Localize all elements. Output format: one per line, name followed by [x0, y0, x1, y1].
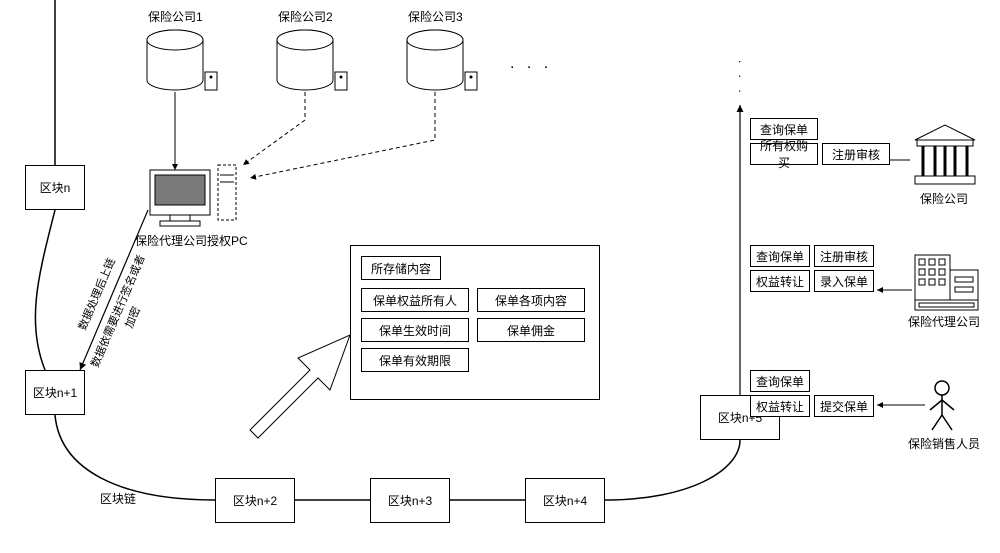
company2-label: 保险公司2	[278, 8, 333, 25]
db3-icon	[407, 30, 477, 90]
ellipsis: . . .	[510, 55, 552, 73]
act-agent-2: 权益转让	[750, 270, 810, 292]
act-sales-1: 权益转让	[750, 395, 810, 417]
pc-label: 保险代理公司授权PC	[135, 232, 248, 249]
actor-sales-label: 保险销售人员	[908, 435, 980, 452]
pc-icon	[150, 165, 236, 226]
building-icon	[915, 125, 975, 184]
blockchain-label: 区块链	[100, 490, 136, 507]
storage-item-0: 保单权益所有人	[361, 288, 469, 312]
block-n1: 区块n+1	[25, 370, 85, 415]
person-icon	[930, 381, 954, 430]
act-agent-1: 注册审核	[814, 245, 874, 267]
storage-item-3: 保单佣金	[477, 318, 585, 342]
actor-company-label: 保险公司	[920, 190, 968, 207]
office-icon	[915, 255, 978, 310]
act-company-2: 注册审核	[822, 143, 890, 165]
block-n: 区块n	[25, 165, 85, 210]
act-agent-3: 录入保单	[814, 270, 874, 292]
act-company-1: 所有权购买	[750, 143, 818, 165]
storage-title: 所存储内容	[361, 256, 441, 280]
block-n4: 区块n+4	[525, 478, 605, 523]
vertical-dots: . . .	[736, 60, 750, 97]
storage-panel: 所存储内容 保单权益所有人 保单各项内容 保单生效时间 保单佣金 保单有效期限	[350, 245, 600, 400]
block-n3: 区块n+3	[370, 478, 450, 523]
storage-arrow-icon	[250, 335, 350, 438]
db2-icon	[277, 30, 347, 90]
company3-label: 保险公司3	[408, 8, 463, 25]
storage-item-1: 保单各项内容	[477, 288, 585, 312]
act-sales-0: 查询保单	[750, 370, 810, 392]
block-n2: 区块n+2	[215, 478, 295, 523]
act-sales-2: 提交保单	[814, 395, 874, 417]
act-agent-0: 查询保单	[750, 245, 810, 267]
db1-icon	[147, 30, 217, 90]
storage-item-4: 保单有效期限	[361, 348, 469, 372]
company1-label: 保险公司1	[148, 8, 203, 25]
actor-agent-label: 保险代理公司	[908, 313, 980, 330]
storage-item-2: 保单生效时间	[361, 318, 469, 342]
